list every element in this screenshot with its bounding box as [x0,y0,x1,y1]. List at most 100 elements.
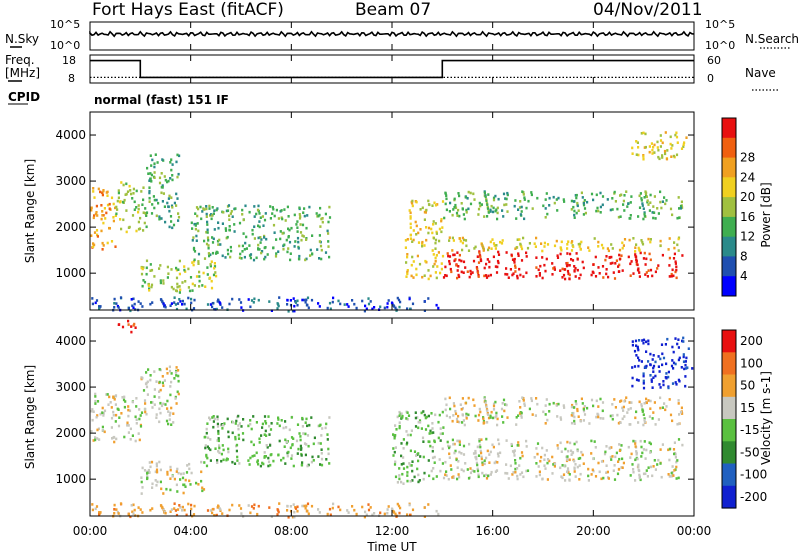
heatmap-cell [505,251,508,254]
heatmap-cell [649,363,652,367]
heatmap-cell [127,226,130,229]
heatmap-cell [175,374,178,377]
heatmap-cell [465,412,468,416]
heatmap-cell [145,385,149,389]
heatmap-cell [265,444,268,447]
heatmap-cell [441,226,444,229]
heatmap-cell [145,259,149,263]
heatmap-cell [296,509,299,513]
heatmap-cell [441,462,444,465]
heatmap-cell [520,471,524,474]
heatmap-cell [454,449,457,453]
heatmap-cell [198,279,201,283]
heatmap-cell [175,366,178,369]
heatmap-cell [398,477,401,481]
heatmap-cell [483,474,486,478]
heatmap-cell [398,467,401,470]
heatmap-cell [503,409,506,413]
heatmap-cell [175,276,179,280]
heatmap-cell [416,254,419,258]
heatmap-cell [101,425,104,429]
heatmap-cell [397,504,401,508]
heatmap-cell [146,475,149,478]
heatmap-cell [295,223,298,226]
heatmap-cell [183,302,186,306]
heatmap-cell [657,212,660,215]
heatmap-cell [178,285,181,288]
heatmap-cell [327,447,330,451]
heatmap-cell [161,200,164,203]
heatmap-cell [217,439,220,443]
heatmap-cell [242,232,245,235]
heatmap-cell [277,217,280,220]
heatmap-cell [167,197,170,200]
heatmap-cell [462,444,466,448]
heatmap-cell [279,237,282,241]
heatmap-cell [144,410,147,414]
heatmap-cell [328,507,332,511]
heatmap-cell [289,446,292,450]
heatmap-cell [530,193,533,197]
heatmap-cell [252,258,256,262]
heatmap-cell [667,448,670,452]
heatmap-cell [192,513,196,516]
heatmap-cell [177,374,180,378]
heatmap-cell [618,248,622,252]
heatmap-cell [150,212,154,215]
heatmap-cell [671,465,674,468]
heatmap-cell [643,417,646,420]
heatmap-cell [516,467,519,470]
heatmap-cell [472,398,475,402]
heatmap-cell [606,470,609,474]
heatmap-cell [188,467,191,471]
heatmap-cell [150,401,153,404]
heatmap-cell [127,414,130,418]
heatmap-cell [603,452,607,456]
heatmap-cell [172,223,176,227]
heatmap-cell [205,212,208,216]
heatmap-cell [541,477,544,481]
heatmap-cell [131,400,134,404]
heatmap-cell [277,250,280,253]
heatmap-cell [229,255,232,259]
heatmap-cell [445,474,448,477]
heatmap-cell [611,417,614,421]
heatmap-cell [267,460,271,464]
heatmap-cell [306,502,310,506]
heatmap-cell [297,240,300,244]
heatmap-cell [247,424,250,428]
heatmap-cell [175,402,178,405]
heatmap-cell [213,228,216,231]
heatmap-cell [517,414,520,417]
heatmap-cell [205,464,209,468]
heatmap-cell [605,445,608,448]
heatmap-cell [611,261,614,265]
heatmap-cell [386,305,389,309]
colorbar-tick-label: 50 [740,379,755,393]
heatmap-cell [236,455,239,459]
heatmap-cell [241,208,244,212]
heatmap-cell [437,420,440,424]
heatmap-cell [480,203,483,206]
heatmap-cell [568,473,571,476]
heatmap-cell [605,272,608,276]
heatmap-cell [408,297,411,301]
heatmap-cell [367,503,370,506]
heatmap-cell [521,190,524,193]
heatmap-cell [444,274,447,277]
heatmap-cell [467,477,471,480]
heatmap-cell [647,399,650,402]
heatmap-cell [213,262,216,265]
heatmap-cell [658,383,661,386]
heatmap-cell [396,502,399,506]
heatmap-cell [674,456,677,459]
heatmap-cell [193,258,196,262]
heatmap-cell [221,306,224,309]
heatmap-cell [171,226,174,230]
heatmap-cell [664,202,667,206]
heatmap-cell [252,443,255,447]
heatmap-cell [619,421,622,424]
heatmap-cell [485,276,489,279]
heatmap-cell [369,300,372,303]
heatmap-cell [490,204,493,208]
